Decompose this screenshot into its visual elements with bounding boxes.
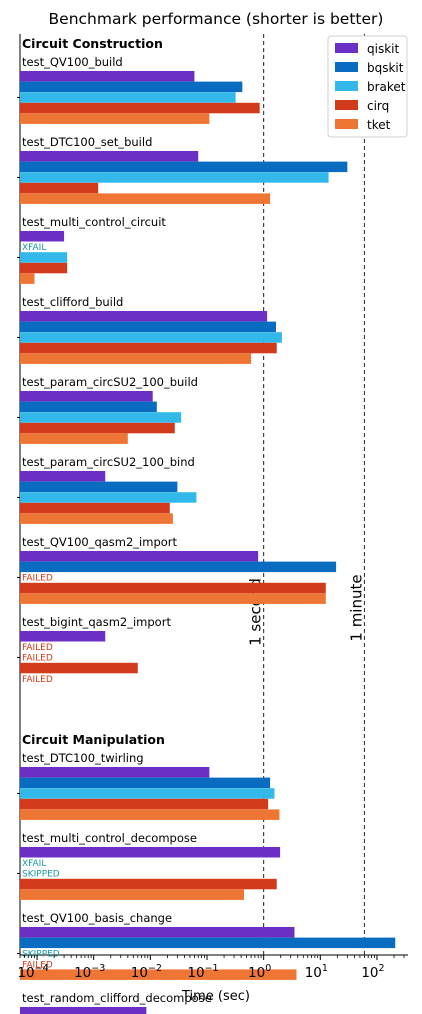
bar-test-param-circsu2-100-bind-braket xyxy=(20,492,197,503)
legend-swatch-cirq xyxy=(335,100,358,110)
status-skipped-test-qv100-basis-change-braket: SKIPPED xyxy=(22,950,60,960)
x-axis-label: Time (sec) xyxy=(181,989,250,1004)
benchmark-label-test-dtc100-set-build: test_DTC100_set_build xyxy=(22,135,152,149)
benchmark-label-test-param-circsu2-100-build: test_param_circSU2_100_build xyxy=(22,375,198,389)
status-failed-test-bigint-qasm2-import-braket: FAILED xyxy=(22,654,53,664)
bar-test-param-circsu2-100-build-tket xyxy=(20,433,128,444)
status-xfail-test-multi-control-decompose-bqskit: XFAIL xyxy=(22,859,46,869)
benchmark-label-test-bigint-qasm2-import: test_bigint_qasm2_import xyxy=(22,615,171,629)
bar-test-qv100-qasm2-import-cirq xyxy=(20,582,326,594)
bar-test-clifford-build-braket xyxy=(20,332,282,343)
bar-test-qv100-build-braket xyxy=(20,92,236,103)
bar-test-qv100-basis-change-qiskit xyxy=(20,927,295,938)
legend-label-tket: tket xyxy=(367,118,391,132)
bar-test-bigint-qasm2-import-qiskit xyxy=(20,631,106,642)
bar-test-param-circsu2-100-build-cirq xyxy=(20,422,175,434)
status-skipped-test-multi-control-decompose-braket: SKIPPED xyxy=(22,870,60,880)
bar-test-dtc100-set-build-qiskit xyxy=(20,151,199,162)
bar-test-param-circsu2-100-bind-qiskit xyxy=(20,471,106,482)
status-failed-test-bigint-qasm2-import-tket: FAILED xyxy=(22,675,53,685)
legend-label-bqskit: bqskit xyxy=(367,61,404,75)
bar-test-param-circsu2-100-build-braket xyxy=(20,412,182,423)
bar-test-dtc100-twirling-tket xyxy=(20,809,280,820)
bar-test-qv100-basis-change-bqskit xyxy=(20,937,396,949)
bar-test-param-circsu2-100-build-qiskit xyxy=(20,391,153,402)
section-title-circuit-construction: Circuit Construction xyxy=(22,36,163,51)
legend-label-qiskit: qiskit xyxy=(367,42,399,56)
status-failed-test-qv100-qasm2-import-braket: FAILED xyxy=(22,574,53,584)
legend-label-cirq: cirq xyxy=(367,99,389,113)
bar-test-multi-control-decompose-tket xyxy=(20,889,245,900)
bar-test-qv100-build-tket xyxy=(20,113,210,124)
bar-test-dtc100-twirling-cirq xyxy=(20,798,269,810)
x-tick-label-2: 102 xyxy=(361,963,384,981)
bar-test-clifford-build-tket xyxy=(20,353,252,364)
bar-test-multi-control-circuit-cirq xyxy=(20,262,68,274)
bar-test-dtc100-set-build-cirq xyxy=(20,182,99,194)
bar-test-clifford-build-bqskit xyxy=(20,321,276,333)
bar-test-multi-control-circuit-braket xyxy=(20,252,68,263)
legend-swatch-braket xyxy=(335,81,358,91)
bar-test-dtc100-twirling-bqskit xyxy=(20,777,271,789)
x-tick-label-1: 101 xyxy=(305,963,328,981)
bar-test-param-circsu2-100-build-bqskit xyxy=(20,401,157,413)
status-failed-test-qv100-basis-change-cirq: FAILED xyxy=(22,960,53,970)
legend xyxy=(327,35,408,138)
bar-test-qv100-qasm2-import-bqskit xyxy=(20,561,337,573)
benchmark-label-test-qv100-qasm2-import: test_QV100_qasm2_import xyxy=(22,535,178,549)
bar-test-bigint-qasm2-import-cirq xyxy=(20,662,138,674)
bar-test-random-clifford-decompose-qiskit xyxy=(20,1007,147,1014)
benchmark-label-test-clifford-build: test_clifford_build xyxy=(22,295,123,309)
bar-test-param-circsu2-100-bind-tket xyxy=(20,513,173,524)
bar-test-qv100-build-qiskit xyxy=(20,71,195,82)
chart-title: Benchmark performance (shorter is better… xyxy=(49,10,384,28)
status-xfail-test-multi-control-circuit-bqskit: XFAIL xyxy=(22,243,46,253)
status-failed-test-bigint-qasm2-import-bqskit: FAILED xyxy=(22,643,53,653)
benchmark-label-test-multi-control-circuit: test_multi_control_circuit xyxy=(22,215,166,229)
bar-test-dtc100-twirling-braket xyxy=(20,788,275,799)
bar-test-multi-control-circuit-qiskit xyxy=(20,231,65,242)
bar-test-multi-control-decompose-cirq xyxy=(20,878,277,890)
legend-label-braket: braket xyxy=(367,80,406,94)
reference-line-label-1-minute: 1 minute xyxy=(347,574,365,641)
bar-test-dtc100-set-build-tket xyxy=(20,193,271,204)
bar-test-qv100-basis-change-tket xyxy=(20,969,297,980)
benchmark-label-test-qv100-build: test_QV100_build xyxy=(22,55,123,69)
section-title-circuit-manipulation: Circuit Manipulation xyxy=(22,732,165,747)
bar-test-param-circsu2-100-bind-cirq xyxy=(20,502,170,514)
bar-test-clifford-build-cirq xyxy=(20,342,277,354)
bar-test-dtc100-set-build-braket xyxy=(20,172,329,183)
bar-test-multi-control-circuit-tket xyxy=(20,273,35,284)
legend-swatch-bqskit xyxy=(335,62,358,72)
benchmark-label-test-multi-control-decompose: test_multi_control_decompose xyxy=(22,831,197,845)
bar-test-clifford-build-qiskit xyxy=(20,311,268,322)
bar-test-qv100-build-cirq xyxy=(20,102,260,114)
benchmark-label-test-dtc100-twirling: test_DTC100_twirling xyxy=(22,751,144,765)
bar-test-multi-control-decompose-qiskit xyxy=(20,847,281,858)
legend-swatch-qiskit xyxy=(335,43,358,53)
benchmark-label-test-random-clifford-decompose: test_random_clifford_decompose xyxy=(22,991,212,1005)
bar-test-qv100-build-bqskit xyxy=(20,81,243,93)
bar-test-qv100-qasm2-import-tket xyxy=(20,593,326,604)
bar-test-param-circsu2-100-bind-bqskit xyxy=(20,481,178,493)
bar-test-dtc100-twirling-qiskit xyxy=(20,767,210,778)
bar-test-dtc100-set-build-bqskit xyxy=(20,161,348,173)
benchmark-label-test-param-circsu2-100-bind: test_param_circSU2_100_bind xyxy=(22,455,195,469)
legend-swatch-tket xyxy=(335,119,358,129)
bar-test-qv100-qasm2-import-qiskit xyxy=(20,551,259,562)
benchmark-label-test-qv100-basis-change: test_QV100_basis_change xyxy=(22,911,172,925)
